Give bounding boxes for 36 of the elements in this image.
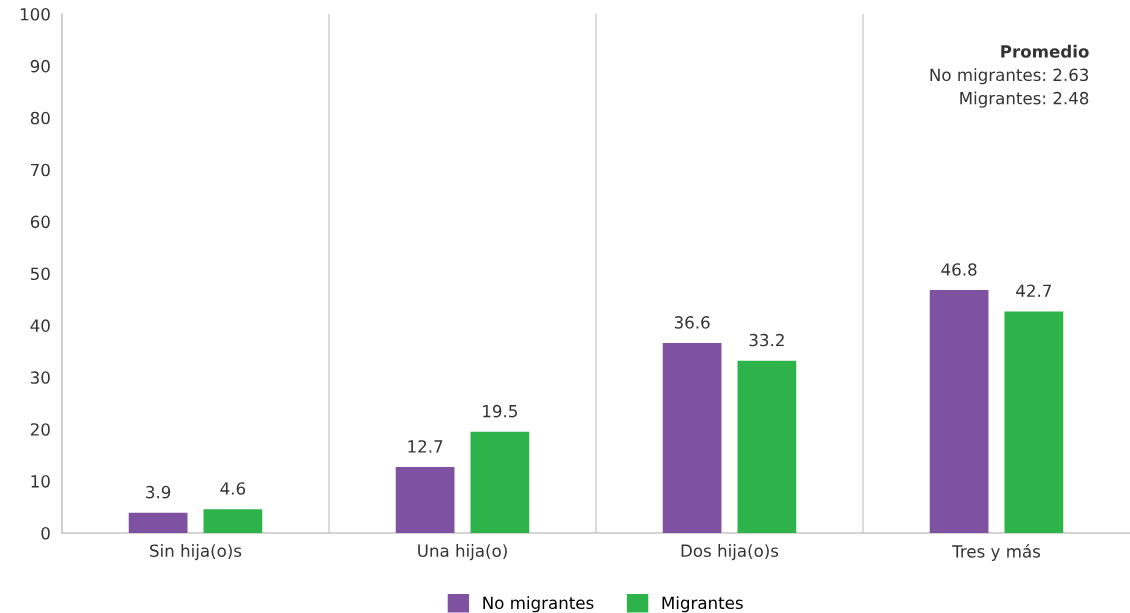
legend-label: No migrantes (483, 596, 594, 613)
y-tick-label: 80 (30, 111, 50, 125)
y-tick-label: 20 (30, 423, 50, 436)
annotation: No migrantes: 2.63 (930, 68, 1089, 85)
data-label: 12.7 (408, 440, 443, 453)
bar (128, 512, 188, 533)
data-label: 19.5 (483, 404, 517, 418)
y-tick-label: 90 (30, 59, 50, 73)
bar (929, 290, 989, 533)
y-tick-label: 50 (30, 267, 50, 281)
data-label: 33.2 (749, 333, 784, 347)
bar (203, 509, 263, 533)
annotation: Migrantes: 2.48 (960, 91, 1089, 108)
y-tick-label: 60 (30, 215, 50, 229)
data-label: 4.6 (220, 482, 246, 495)
bar (470, 431, 530, 533)
x-tick-label: Dos hija(o)s (681, 544, 779, 561)
bar (1004, 311, 1064, 533)
x-tick-label: Tres y más (952, 544, 1041, 561)
data-label: 3.9 (146, 485, 171, 499)
y-tick-label: 40 (30, 319, 50, 332)
x-tick-label: Sin hija(o)s (150, 544, 242, 561)
bar (662, 343, 722, 533)
bar (737, 360, 797, 533)
data-label: 36.6 (674, 316, 710, 329)
annotation: Promedio (1001, 44, 1089, 58)
y-tick-label: 100 (20, 7, 50, 21)
y-tick-label: 30 (30, 371, 50, 384)
legend-label: Migrantes (662, 596, 743, 613)
x-tick-label: Una hija(o) (418, 544, 507, 561)
y-tick-label: 70 (31, 163, 50, 177)
y-tick-label: 10 (31, 475, 50, 488)
data-label: 42.7 (1016, 284, 1052, 297)
y-tick-label: 0 (41, 526, 50, 540)
data-label: 46.8 (941, 263, 977, 276)
bar (395, 467, 455, 533)
